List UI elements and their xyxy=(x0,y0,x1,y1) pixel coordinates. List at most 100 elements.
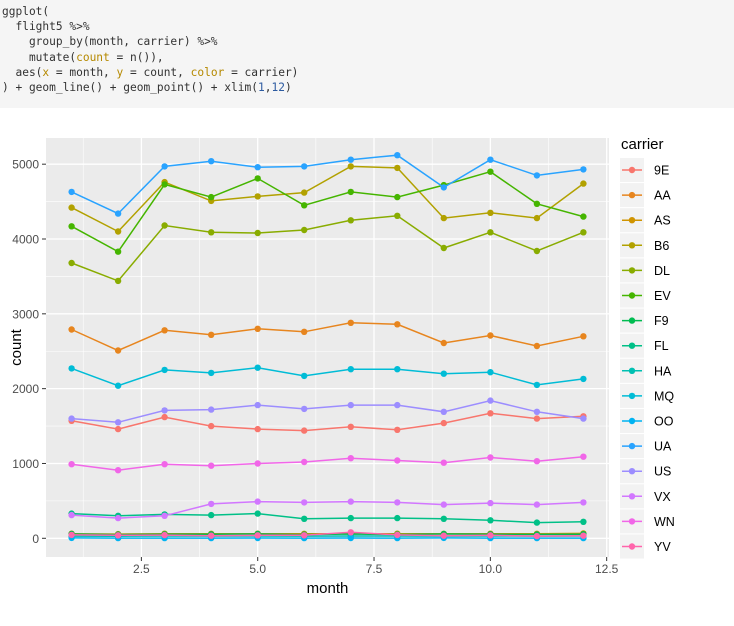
data-point xyxy=(487,517,494,524)
legend-item-us: US xyxy=(620,459,671,484)
data-point xyxy=(394,531,401,539)
data-point xyxy=(161,366,168,374)
data-point xyxy=(254,532,261,539)
legend-item-dl: DL xyxy=(620,258,670,283)
data-point xyxy=(487,410,494,417)
data-point xyxy=(114,277,122,285)
data-point xyxy=(533,214,541,222)
data-point xyxy=(580,213,587,220)
legend-item-yv: YV xyxy=(620,534,671,559)
data-point xyxy=(161,461,168,468)
series-dl xyxy=(68,212,587,285)
data-point xyxy=(301,328,308,335)
data-point xyxy=(301,372,308,380)
data-point xyxy=(254,510,261,517)
data-point xyxy=(580,375,587,383)
data-point xyxy=(208,193,215,201)
series-yv xyxy=(68,529,587,540)
series-wn xyxy=(68,453,587,474)
data-point xyxy=(301,226,308,234)
legend-item-b6: B6 xyxy=(620,233,669,258)
data-point xyxy=(208,158,215,165)
series-line xyxy=(71,215,584,282)
y-tick-label: 2000 xyxy=(12,382,39,396)
series-mq xyxy=(68,364,587,389)
data-point xyxy=(161,222,168,229)
code-text: ggplot( flight5 %>% group_by(month, carr… xyxy=(0,0,734,99)
data-point xyxy=(580,415,587,422)
data-point xyxy=(394,499,401,506)
data-point xyxy=(580,166,587,173)
data-point xyxy=(394,152,401,159)
data-point xyxy=(533,172,541,179)
legend-label: YV xyxy=(654,540,671,554)
data-point xyxy=(440,501,447,508)
data-point xyxy=(114,382,122,389)
data-point xyxy=(254,460,261,467)
series-line xyxy=(71,500,584,519)
data-point xyxy=(114,514,122,522)
series-line xyxy=(71,412,584,432)
data-point xyxy=(208,331,215,338)
y-tick-label: 5000 xyxy=(12,158,39,172)
data-point xyxy=(208,369,215,377)
data-point xyxy=(301,189,308,196)
legend-key-point xyxy=(628,367,636,374)
data-point xyxy=(254,401,261,409)
data-point xyxy=(347,188,354,196)
data-point xyxy=(114,425,122,433)
code-token: = n()), xyxy=(109,50,164,64)
series-line xyxy=(71,399,584,424)
legend-label: EV xyxy=(654,289,671,303)
data-point xyxy=(533,200,541,207)
y-tick-label: 1000 xyxy=(12,457,39,471)
legend-key-point xyxy=(628,217,636,224)
data-point xyxy=(394,193,401,201)
data-point xyxy=(394,514,401,522)
series-line xyxy=(71,512,584,524)
data-point xyxy=(347,498,354,505)
data-point xyxy=(533,458,541,465)
legend: carrier 9E AA AS B6 DL EV F9 FL HA MQ OO UA US VX WN YV xyxy=(620,136,675,559)
data-point xyxy=(580,532,587,539)
legend-label: OO xyxy=(654,415,674,429)
code-token: ggplot( xyxy=(2,5,50,18)
series-ua xyxy=(68,152,587,217)
series-line xyxy=(71,165,584,233)
series-aa xyxy=(68,319,587,354)
legend-label: B6 xyxy=(654,239,669,253)
data-point xyxy=(68,531,75,539)
code-token: , xyxy=(264,81,272,95)
data-point xyxy=(161,163,168,170)
data-point xyxy=(114,248,122,255)
data-point xyxy=(254,325,261,332)
data-point xyxy=(533,408,541,415)
legend-item-ha: HA xyxy=(620,358,672,383)
data-point xyxy=(440,214,447,222)
legend-item-fl: FL xyxy=(620,333,669,358)
legend-label: 9E xyxy=(654,164,669,178)
data-point xyxy=(487,532,494,539)
legend-label: AS xyxy=(654,214,671,228)
data-point xyxy=(68,259,75,267)
data-point xyxy=(487,397,494,404)
data-point xyxy=(254,193,261,200)
y-tick-label: 3000 xyxy=(12,307,39,321)
y-tick-label: 4000 xyxy=(12,233,39,247)
data-point xyxy=(580,229,587,236)
data-point xyxy=(347,163,354,170)
code-token: x xyxy=(42,65,50,79)
legend-key-point xyxy=(628,342,636,349)
data-point xyxy=(68,365,75,372)
legend-label: WN xyxy=(654,515,675,529)
legend-item-mq: MQ xyxy=(620,383,674,408)
data-point xyxy=(254,229,261,237)
data-point xyxy=(208,229,215,236)
data-point xyxy=(254,164,261,171)
legend-key-point xyxy=(628,317,636,324)
data-point xyxy=(347,217,354,224)
data-point xyxy=(208,422,215,430)
data-point xyxy=(301,202,308,209)
legend-label: FL xyxy=(654,339,669,353)
x-tick-label: 10.0 xyxy=(479,562,503,576)
